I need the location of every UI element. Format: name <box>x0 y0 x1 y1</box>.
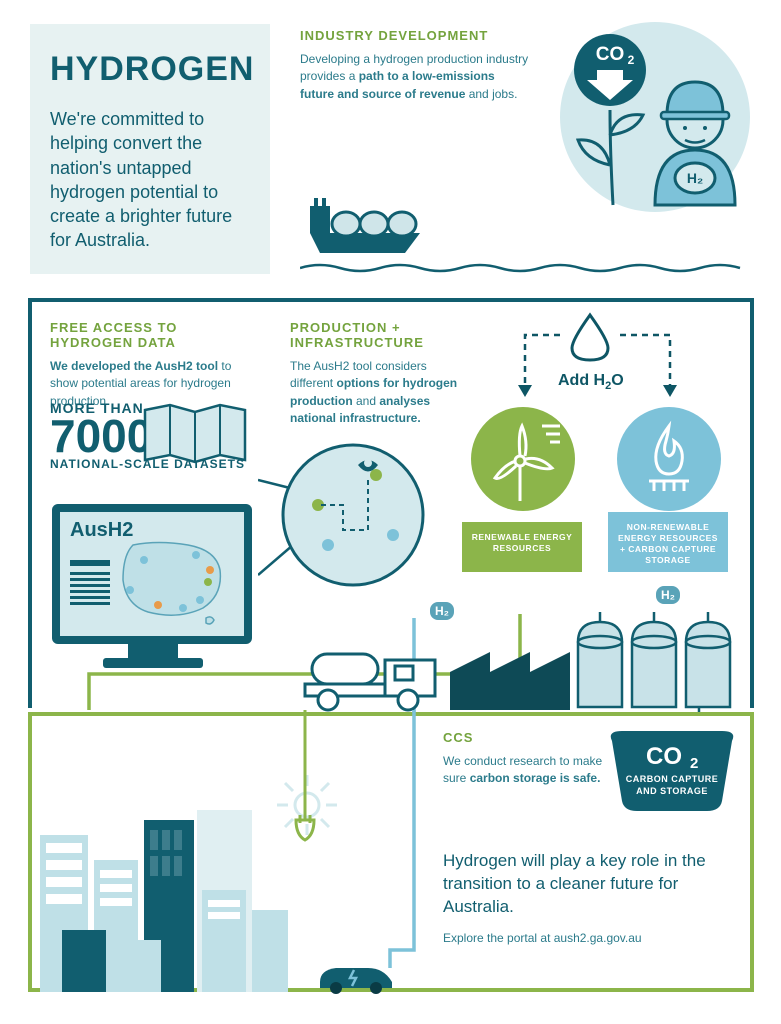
svg-text:CO: CO <box>646 743 682 770</box>
hero-panel: HYDROGEN We're committed to helping conv… <box>30 24 270 274</box>
facility-icon <box>450 652 570 710</box>
ship-icon <box>300 188 430 258</box>
nonrenewable-label: NON-RENEWABLE ENERGY RESOURCES + CARBON … <box>608 512 728 572</box>
svg-text:2: 2 <box>690 755 698 772</box>
svg-text:AusH2: AusH2 <box>70 519 133 541</box>
plug-icon <box>290 710 320 850</box>
prod-body: The AusH2 tool considers different optio… <box>290 358 465 428</box>
production-infrastructure: PRODUCTION + INFRASTRUCTURE The AusH2 to… <box>290 320 465 428</box>
closing-main: Hydrogen will play a key role in the tra… <box>443 850 743 919</box>
renewable-label: RENEWABLE ENERGY RESOURCES <box>462 522 582 572</box>
blue-pipe-car <box>384 710 418 970</box>
closing-section: Hydrogen will play a key role in the tra… <box>443 850 743 945</box>
storage-tanks-icon <box>570 612 740 712</box>
h2-pill-2: H₂ <box>656 586 680 604</box>
folded-map-icon <box>140 400 250 470</box>
access-title: FREE ACCESS TO HYDROGEN DATA <box>50 320 260 350</box>
svg-text:2: 2 <box>628 53 635 67</box>
free-access-section: FREE ACCESS TO HYDROGEN DATA We develope… <box>50 320 260 410</box>
city-icon <box>32 790 292 992</box>
svg-text:CARBON CAPTURE: CARBON CAPTURE <box>626 774 719 784</box>
industry-body: Developing a hydrogen production industr… <box>300 51 530 103</box>
industry-title: INDUSTRY DEVELOPMENT <box>300 28 530 43</box>
ccs-section: CCS We conduct research to make sure car… <box>443 730 603 788</box>
ccs-badge-icon: CO 2 CARBON CAPTURE AND STORAGE <box>602 726 742 816</box>
hero-body: We're committed to helping convert the n… <box>50 107 250 253</box>
prod-title: PRODUCTION + INFRASTRUCTURE <box>290 320 465 350</box>
closing-sub: Explore the portal at aush2.ga.gov.au <box>443 931 743 945</box>
dashed-arrows <box>480 325 740 410</box>
industry-development: INDUSTRY DEVELOPMENT Developing a hydrog… <box>300 28 530 103</box>
ccs-title: CCS <box>443 730 603 745</box>
ccs-body: We conduct research to make sure carbon … <box>443 753 603 788</box>
car-icon <box>312 960 400 996</box>
svg-text:CO: CO <box>596 44 625 65</box>
flame-circle-icon <box>616 406 722 512</box>
zoom-circle-icon <box>258 430 428 600</box>
svg-text:AND STORAGE: AND STORAGE <box>636 786 708 796</box>
turbine-circle-icon <box>470 406 576 512</box>
waterline <box>300 262 750 276</box>
svg-text:H₂: H₂ <box>687 170 703 186</box>
truck-icon <box>300 640 445 712</box>
worker-plant-icon: CO 2 H₂ <box>555 20 755 215</box>
hero-title: HYDROGEN <box>50 50 250 89</box>
